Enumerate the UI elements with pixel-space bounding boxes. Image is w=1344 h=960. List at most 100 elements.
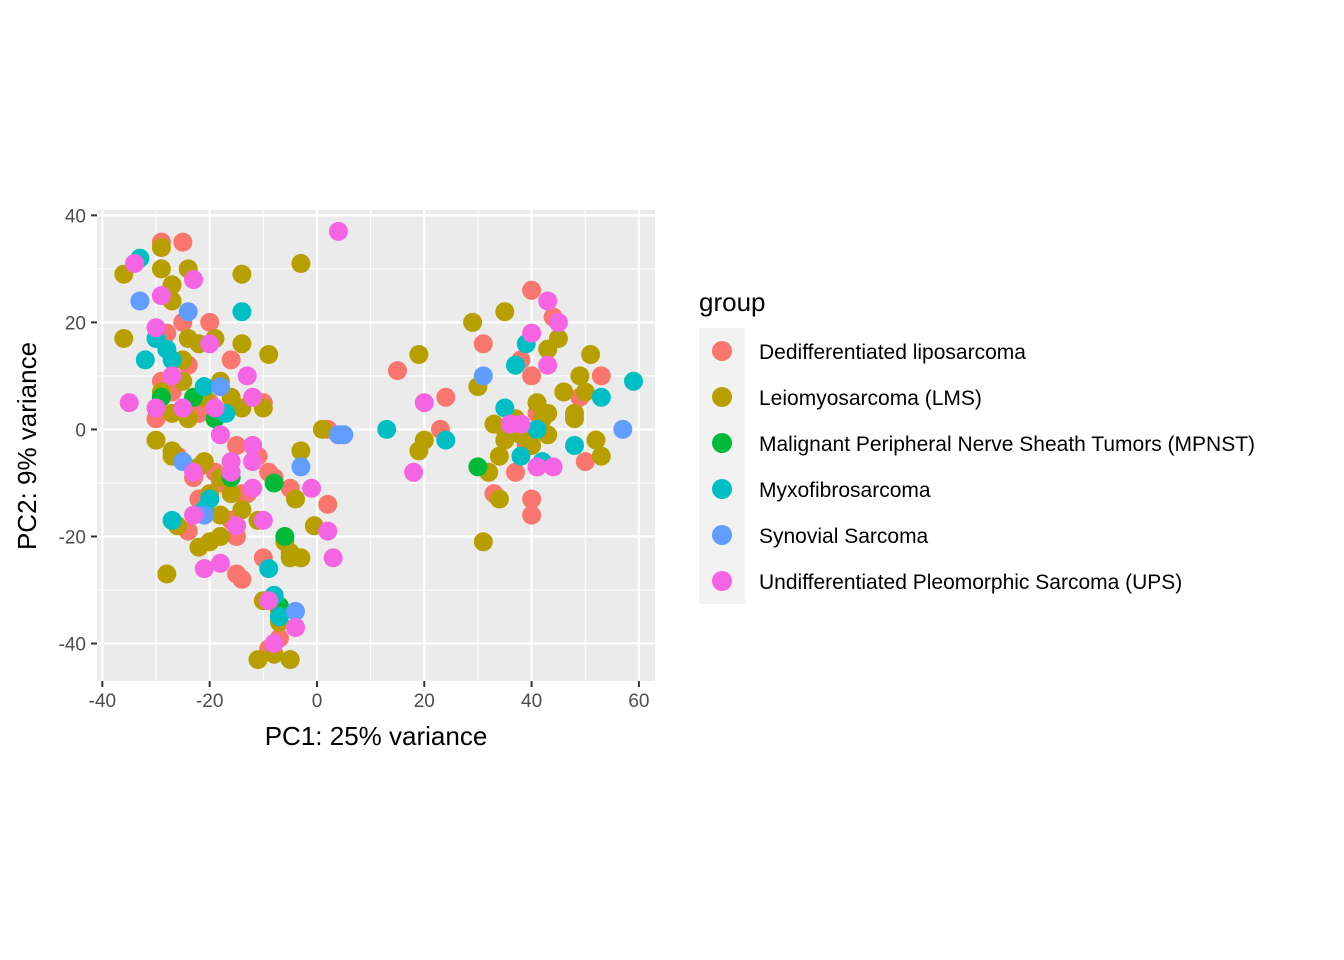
data-point xyxy=(237,366,257,386)
data-point xyxy=(414,393,434,413)
data-point xyxy=(125,254,145,273)
data-point xyxy=(548,312,568,332)
data-point xyxy=(119,393,139,413)
data-point xyxy=(565,436,584,455)
data-point xyxy=(511,414,531,434)
legend-label: Synovial Sarcoma xyxy=(759,525,929,548)
data-point xyxy=(554,382,574,402)
data-point xyxy=(286,618,305,637)
data-point xyxy=(527,419,547,439)
data-point xyxy=(114,329,134,348)
data-point xyxy=(210,553,230,573)
plot-panel xyxy=(97,210,655,681)
data-point xyxy=(613,419,633,439)
legend-label: Myxofibrosarcoma xyxy=(759,479,931,502)
data-point xyxy=(280,650,300,670)
axes: -40 -20 0 20 40 60 -40 -20 0 20 40 xyxy=(59,206,650,712)
data-point xyxy=(404,462,424,482)
data-point xyxy=(377,419,397,439)
data-point xyxy=(538,355,558,375)
x-tick-label: 40 xyxy=(521,691,542,712)
legend-label: Dedifferentiated liposarcoma xyxy=(759,341,1026,364)
x-axis-title: PC1: 25% variance xyxy=(265,721,488,751)
data-point xyxy=(200,312,220,332)
data-point xyxy=(162,350,182,370)
data-point xyxy=(286,601,305,621)
data-point xyxy=(259,591,279,611)
data-point xyxy=(232,302,252,322)
data-point xyxy=(227,516,246,536)
legend: group Dedifferentiated liposarcoma Leiomy… xyxy=(699,287,1255,604)
data-point xyxy=(489,446,509,466)
x-tick-label: -40 xyxy=(89,691,116,712)
data-point xyxy=(506,462,525,482)
legend-title: group xyxy=(699,287,766,317)
data-point xyxy=(184,270,204,290)
data-point xyxy=(227,436,246,455)
data-point xyxy=(489,489,509,509)
x-tick-label: 20 xyxy=(414,691,435,712)
y-tick-label: -20 xyxy=(59,527,86,548)
data-point xyxy=(318,494,338,514)
data-point xyxy=(221,484,241,504)
data-point xyxy=(264,634,284,653)
data-point xyxy=(495,302,515,322)
data-point xyxy=(200,334,220,354)
legend-items: Dedifferentiated liposarcoma Leiomyosarco… xyxy=(712,341,1255,594)
legend-key xyxy=(712,433,732,453)
data-point xyxy=(221,350,241,370)
data-point xyxy=(151,259,171,279)
data-point xyxy=(436,387,456,407)
data-point xyxy=(527,457,547,477)
legend-key xyxy=(712,525,732,545)
data-point xyxy=(624,371,643,391)
data-point xyxy=(436,430,456,450)
data-point xyxy=(291,441,311,461)
data-point xyxy=(570,366,590,386)
data-point xyxy=(591,366,611,386)
data-point xyxy=(243,478,263,498)
data-point xyxy=(243,387,263,407)
data-point xyxy=(586,430,606,450)
data-point xyxy=(463,312,483,332)
data-point xyxy=(388,361,407,381)
legend-key-background xyxy=(699,328,745,604)
data-point xyxy=(522,489,542,509)
data-point xyxy=(248,650,268,670)
data-point xyxy=(548,329,568,348)
data-point xyxy=(130,291,150,311)
y-tick-label: 40 xyxy=(65,206,86,227)
data-point xyxy=(591,446,611,466)
data-point xyxy=(146,430,166,450)
data-point xyxy=(280,548,300,568)
data-point xyxy=(302,478,322,498)
legend-label: Undifferentiated Pleomorphic Sarcoma (UP… xyxy=(759,571,1182,594)
data-point xyxy=(473,366,493,386)
data-point xyxy=(232,264,252,284)
data-point xyxy=(194,377,214,397)
data-point xyxy=(194,559,214,579)
legend-key xyxy=(712,571,732,591)
data-point xyxy=(522,280,542,300)
data-point xyxy=(275,527,295,546)
data-point xyxy=(162,510,182,530)
data-point xyxy=(318,521,338,541)
y-tick-label: -40 xyxy=(59,635,86,656)
data-point xyxy=(522,366,542,386)
data-point xyxy=(414,430,434,450)
legend-label: Malignant Peripheral Nerve Sheath Tumors… xyxy=(759,433,1255,456)
data-point xyxy=(146,318,166,338)
data-point xyxy=(253,510,273,530)
data-point xyxy=(312,419,332,439)
data-point xyxy=(538,291,558,311)
data-point xyxy=(506,355,525,375)
data-point xyxy=(146,398,166,418)
x-tick-label: 0 xyxy=(312,691,323,712)
data-points xyxy=(114,221,643,670)
data-point xyxy=(173,232,193,252)
data-point xyxy=(232,500,252,520)
data-point xyxy=(543,457,563,477)
y-tick-label: 20 xyxy=(65,313,86,334)
data-point xyxy=(189,537,209,557)
